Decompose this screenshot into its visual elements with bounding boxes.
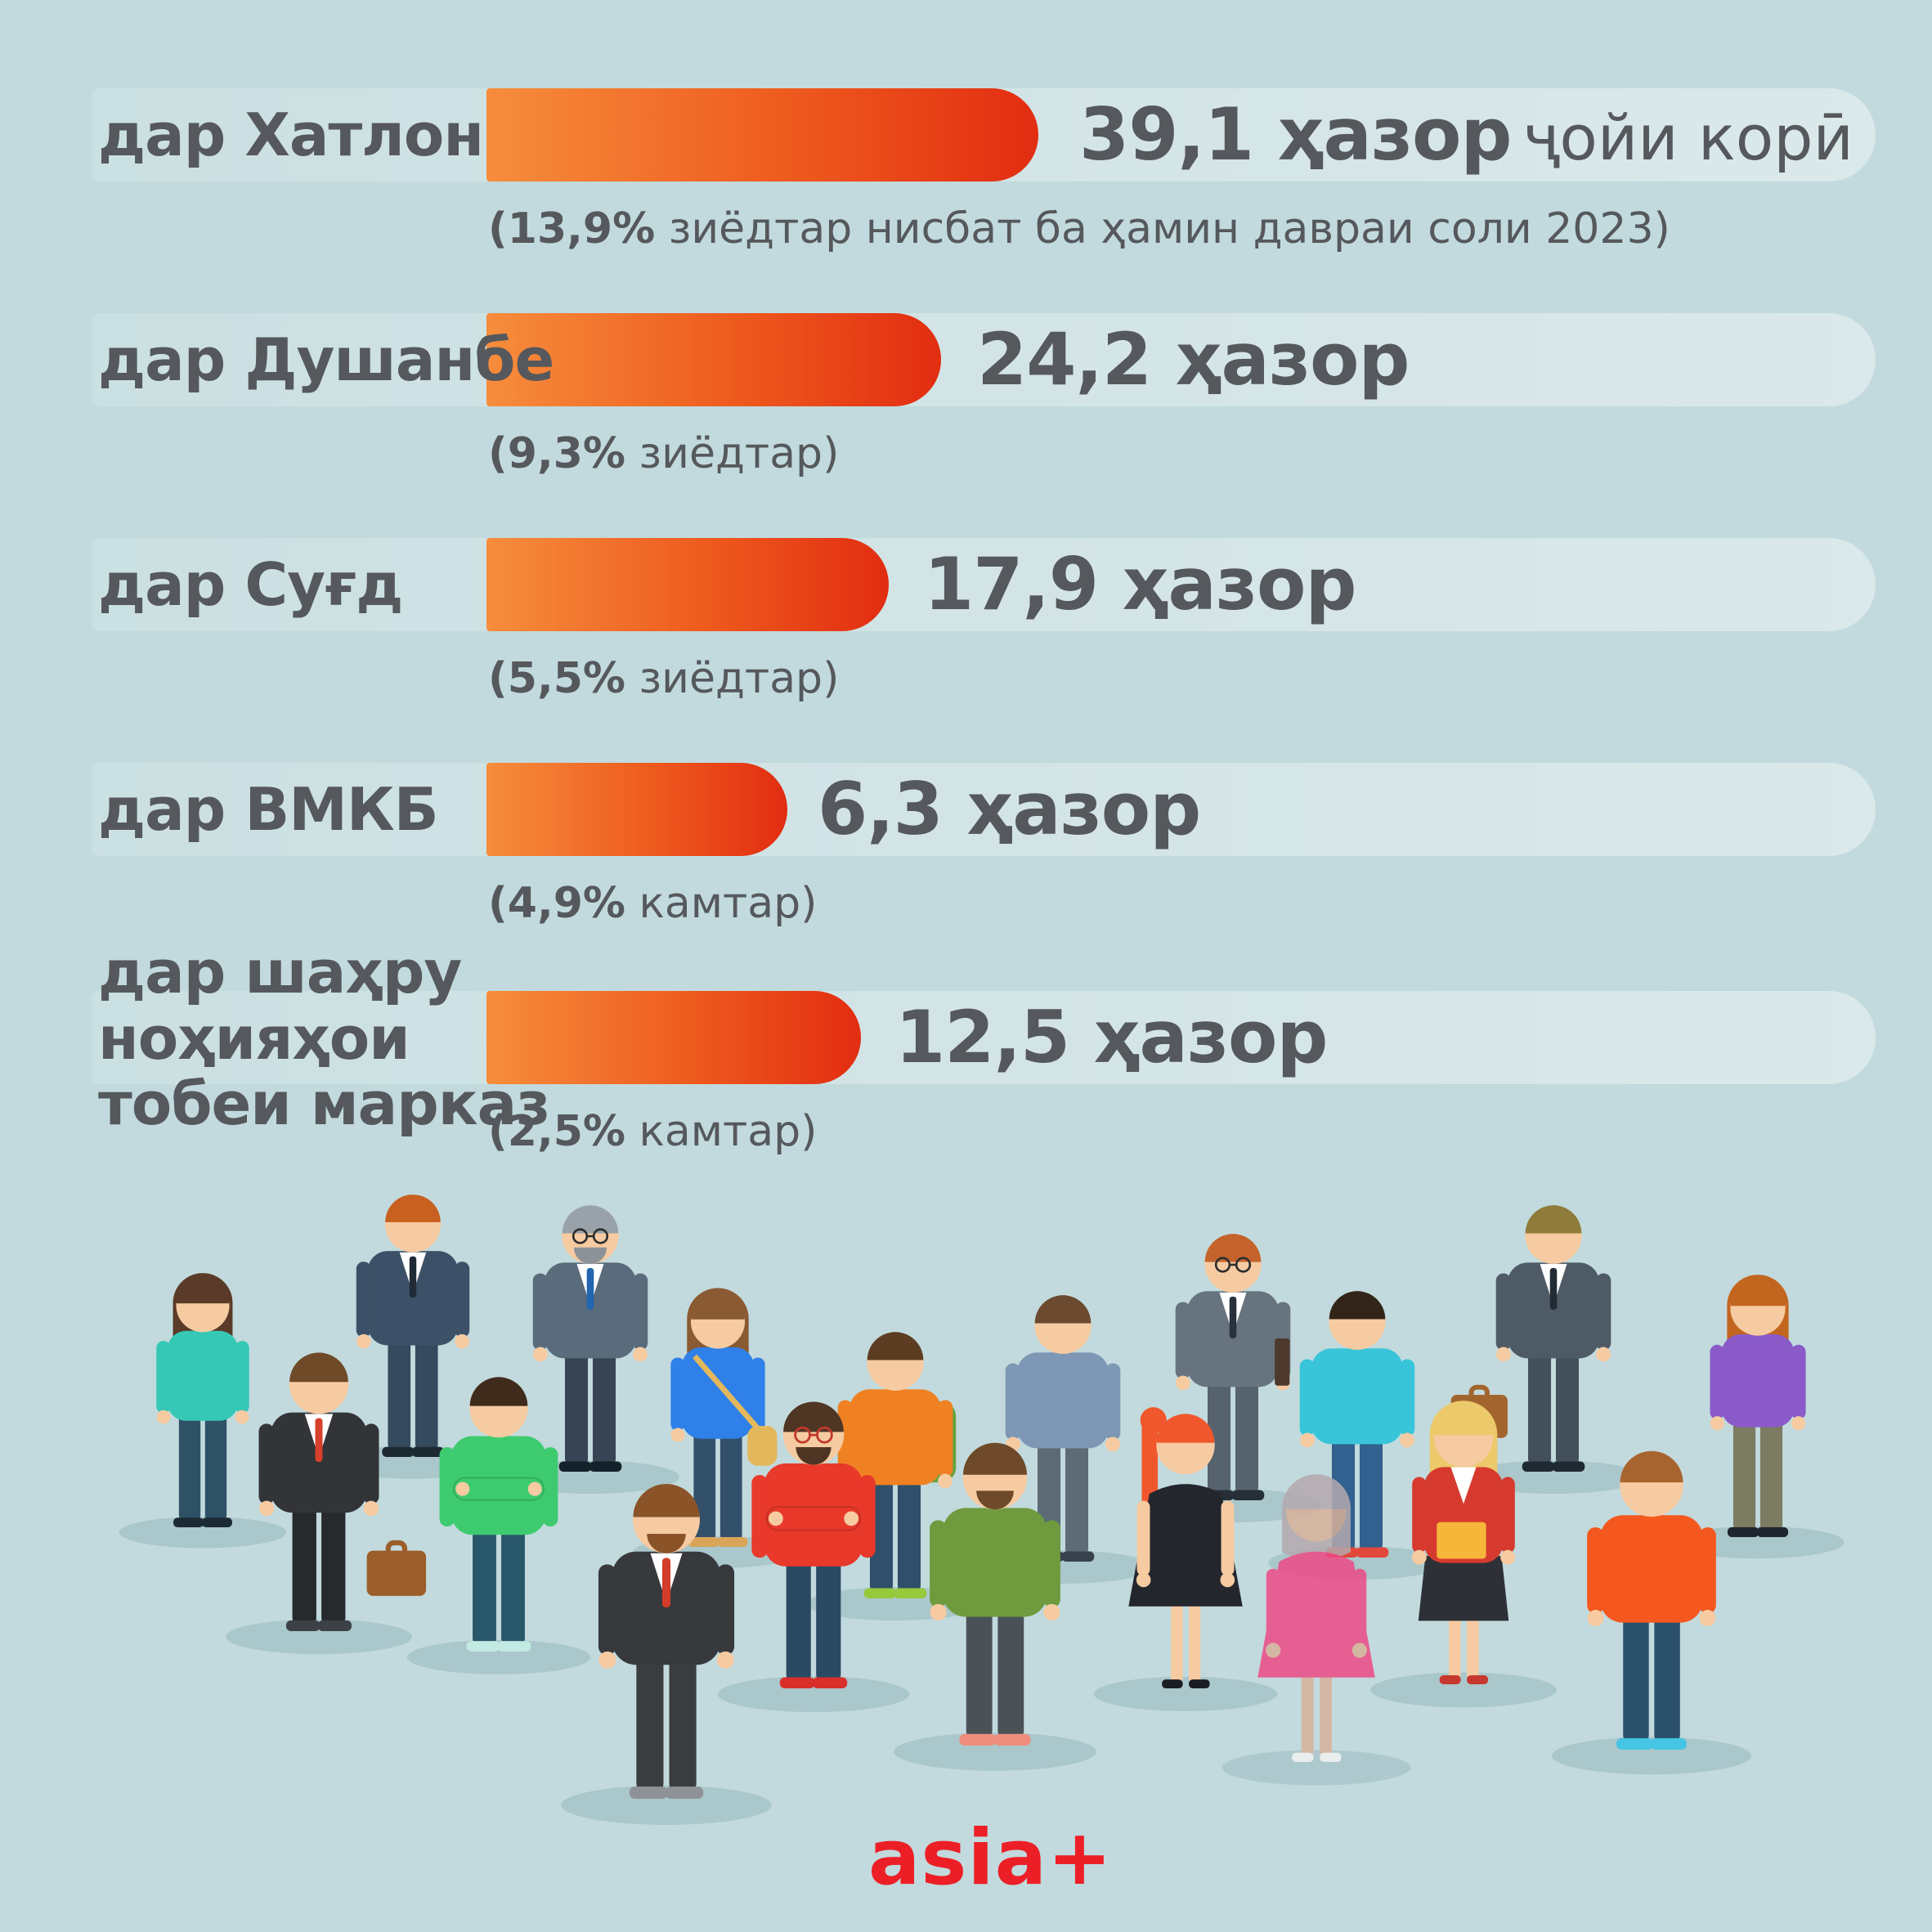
bar-khatlon <box>486 88 1038 182</box>
change-percent: (4,9% <box>488 879 625 928</box>
person-woman-blue-top <box>633 1288 803 1568</box>
person-woman-pink-dress <box>1222 1474 1411 1786</box>
bar-track-vmkb <box>92 763 1876 856</box>
person-man-black-suit-beard <box>561 1483 772 1825</box>
value-number: 12,5 ҳазор <box>895 995 1328 1079</box>
change-text: зиёдтар) <box>625 654 840 703</box>
person-man-black-suit-briefcase <box>226 1352 427 1655</box>
change-percent: (13,9% <box>488 204 656 253</box>
person-man-orange-hoodie <box>1551 1450 1752 1775</box>
value-khatlon: 39,1 ҳазор ҷойи корӣ <box>1079 88 1854 202</box>
region-label-dushanbe: дар Душанбе <box>98 325 554 394</box>
person-man-dark-suit-briefcase <box>1450 1205 1643 1495</box>
region-label-markaz: дар шаҳру ноҳияҳои тобеи марказ <box>98 938 550 1139</box>
change-text: камтар) <box>625 879 818 928</box>
value-sughd: 17,9 ҳазор <box>924 538 1356 652</box>
value-number: 39,1 ҳазор <box>1079 92 1512 177</box>
person-man-cyan-tee <box>1268 1291 1446 1580</box>
bar-dushanbe <box>486 313 941 406</box>
person-man-blue-gray-sweater <box>974 1295 1152 1585</box>
person-man-orange-tee-backpack <box>806 1332 984 1621</box>
person-woman-teal-top <box>119 1273 287 1549</box>
person-man-gray-coat <box>501 1205 679 1495</box>
bar-sughd <box>486 538 889 631</box>
change-text: зиёдтар нисбат ба ҳамин давраи соли 2023… <box>655 204 1670 253</box>
change-percent: (9,3% <box>488 429 625 478</box>
region-label-khatlon: дар Хатлон <box>98 100 484 169</box>
person-man-red-sweater <box>717 1401 910 1713</box>
person-man-gray-suit-book <box>1144 1234 1322 1523</box>
value-number: 6,3 ҳазор <box>818 767 1201 851</box>
bar-track-dushanbe <box>92 313 1876 406</box>
value-number: 24,2 ҳазор <box>977 317 1410 401</box>
bar-track-markaz <box>92 991 1876 1084</box>
change-dushanbe: (9,3% зиёдтар) <box>488 429 839 478</box>
change-text: зиёдтар) <box>625 429 840 478</box>
person-woman-black-dress-ponytail <box>1093 1407 1278 1711</box>
change-markaz: (2,5% камтар) <box>488 1107 817 1156</box>
asia-plus-logo: asia+ <box>868 1813 1113 1903</box>
person-man-navy-suit <box>325 1195 501 1479</box>
region-label-vmkb: дар ВМКБ <box>98 774 439 844</box>
change-percent: (5,5% <box>488 654 625 703</box>
region-label-sughd: дар Суғд <box>98 549 403 619</box>
value-dushanbe: 24,2 ҳазор <box>977 313 1410 427</box>
bar-markaz <box>486 991 861 1084</box>
person-man-olive-sweater <box>894 1442 1096 1771</box>
value-vmkb: 6,3 ҳазор <box>818 763 1201 876</box>
person-woman-purple-blouse <box>1671 1275 1845 1559</box>
change-sughd: (5,5% зиёдтар) <box>488 654 839 703</box>
change-text: камтар) <box>625 1107 818 1156</box>
person-woman-red-cardigan-folder <box>1370 1401 1557 1708</box>
change-percent: (2,5% <box>488 1107 625 1156</box>
bar-vmkb <box>486 763 787 856</box>
bar-track-sughd <box>92 538 1876 631</box>
change-vmkb: (4,9% камтар) <box>488 879 817 928</box>
person-man-green-hoodie <box>406 1377 591 1674</box>
change-khatlon: (13,9% зиёдтар нисбат ба ҳамин давраи со… <box>488 204 1670 253</box>
value-suffix: ҷойи корӣ <box>1522 101 1854 174</box>
value-markaz: 12,5 ҳазор <box>895 991 1328 1105</box>
value-number: 17,9 ҳазор <box>924 542 1356 626</box>
